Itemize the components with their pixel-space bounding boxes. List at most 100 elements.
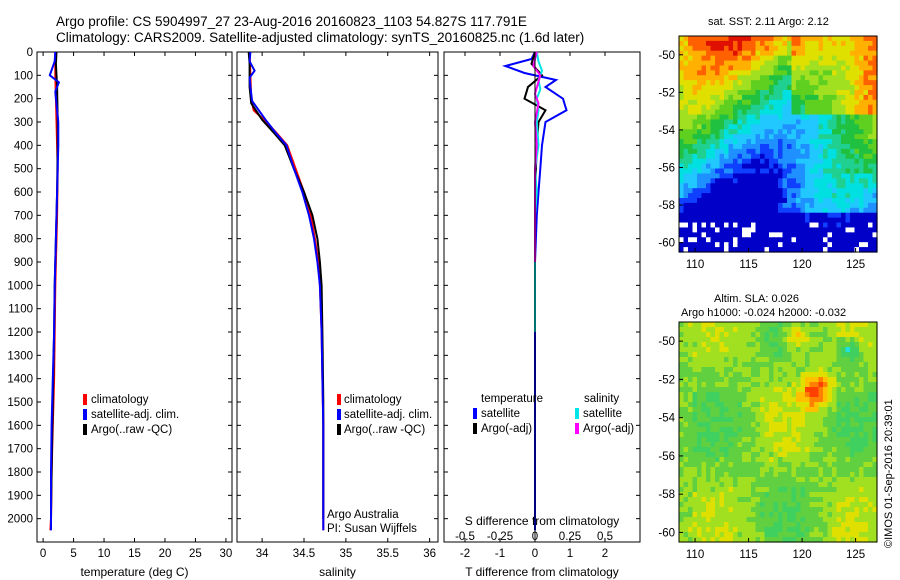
map-cell	[701, 168, 707, 175]
map-cell	[719, 198, 725, 204]
map-cell	[773, 222, 779, 229]
map-cell	[769, 482, 775, 488]
map-cell	[827, 168, 833, 175]
map-cell	[868, 163, 874, 170]
map-cell	[823, 367, 829, 373]
map-cell	[692, 65, 698, 71]
map-cell	[791, 372, 797, 378]
map-cell	[823, 502, 829, 508]
map-cell	[683, 242, 689, 248]
map-cell	[760, 148, 766, 155]
map-cell	[746, 85, 752, 91]
map-cell	[836, 50, 842, 57]
map-cell	[769, 40, 775, 47]
map-cell	[737, 119, 743, 125]
map-cell	[755, 207, 761, 214]
map-cell	[850, 242, 856, 248]
map-cell	[872, 90, 878, 96]
map-cell	[796, 188, 802, 194]
map-cell	[854, 80, 860, 86]
map-cell	[836, 327, 842, 333]
map-cell	[719, 482, 725, 488]
map-cell	[760, 392, 766, 398]
map-cell	[791, 322, 797, 328]
map-cell	[868, 497, 874, 503]
y-tick-label: 400	[14, 140, 33, 152]
y-tick-label: 300	[14, 117, 33, 129]
map-cell	[706, 36, 712, 42]
map-cell	[814, 522, 820, 528]
map-cell	[764, 94, 770, 101]
map-cell	[872, 337, 878, 343]
map-cell	[737, 437, 743, 443]
map-cell	[814, 372, 820, 378]
map-cell	[854, 437, 860, 443]
y-tick-label: 1000	[7, 280, 33, 292]
map-cell	[728, 487, 734, 493]
map-cell	[805, 432, 811, 438]
map-cell	[814, 342, 820, 348]
map-cell	[823, 80, 829, 86]
map-cell	[850, 512, 856, 518]
map-cell	[742, 36, 748, 42]
map-cell	[782, 124, 788, 130]
map-cell	[710, 163, 716, 170]
map-cell	[836, 207, 842, 214]
map-cell	[809, 352, 815, 358]
map-cell	[719, 507, 725, 513]
map-cell	[805, 50, 811, 57]
map-cell	[800, 387, 806, 393]
map-cell	[800, 347, 806, 353]
map-cell	[836, 94, 842, 101]
map-cell	[787, 183, 793, 189]
map-cell	[760, 65, 766, 71]
map-cell	[697, 382, 703, 388]
map-cell	[827, 522, 833, 528]
map-cell	[782, 202, 788, 209]
map-cell	[724, 427, 730, 433]
map-cell	[868, 437, 874, 443]
map-cell	[742, 367, 748, 373]
map-cell	[683, 397, 689, 403]
map-cell	[724, 227, 730, 233]
map-cell	[809, 407, 815, 413]
map-cell	[800, 75, 806, 81]
map-cell	[679, 517, 685, 523]
map-cell	[701, 382, 707, 388]
map-cell	[872, 144, 878, 150]
map-cell	[764, 168, 770, 175]
map-cell	[760, 139, 766, 145]
map-cell	[872, 80, 878, 86]
map-cell	[868, 99, 874, 106]
map-cell	[751, 537, 757, 543]
map-cell	[827, 80, 833, 86]
map-cell	[782, 392, 788, 398]
map-cell	[751, 124, 757, 130]
map-cell	[742, 432, 748, 438]
map-cell	[755, 119, 761, 125]
map-cell	[823, 65, 829, 71]
map-cell	[683, 367, 689, 373]
map-cell	[742, 347, 748, 353]
map-cell	[679, 392, 685, 398]
map-cell	[796, 237, 802, 243]
map-cell	[692, 437, 698, 443]
map-cell	[688, 432, 694, 438]
map-cell	[800, 497, 806, 503]
map-cell	[868, 188, 874, 194]
map-cell	[859, 168, 865, 175]
map-cell	[679, 527, 685, 533]
map-cell	[728, 352, 734, 358]
map-cell	[823, 467, 829, 473]
map-cell	[854, 109, 860, 116]
map-cell	[787, 193, 793, 199]
map-cell	[755, 482, 761, 488]
map-cell	[854, 512, 860, 518]
map-cell	[818, 202, 824, 209]
map-cell	[746, 148, 752, 155]
map-cell	[724, 372, 730, 378]
map-cell	[719, 237, 725, 243]
map-cell	[809, 492, 815, 498]
map-cell	[679, 342, 685, 348]
map-cell	[715, 109, 721, 116]
